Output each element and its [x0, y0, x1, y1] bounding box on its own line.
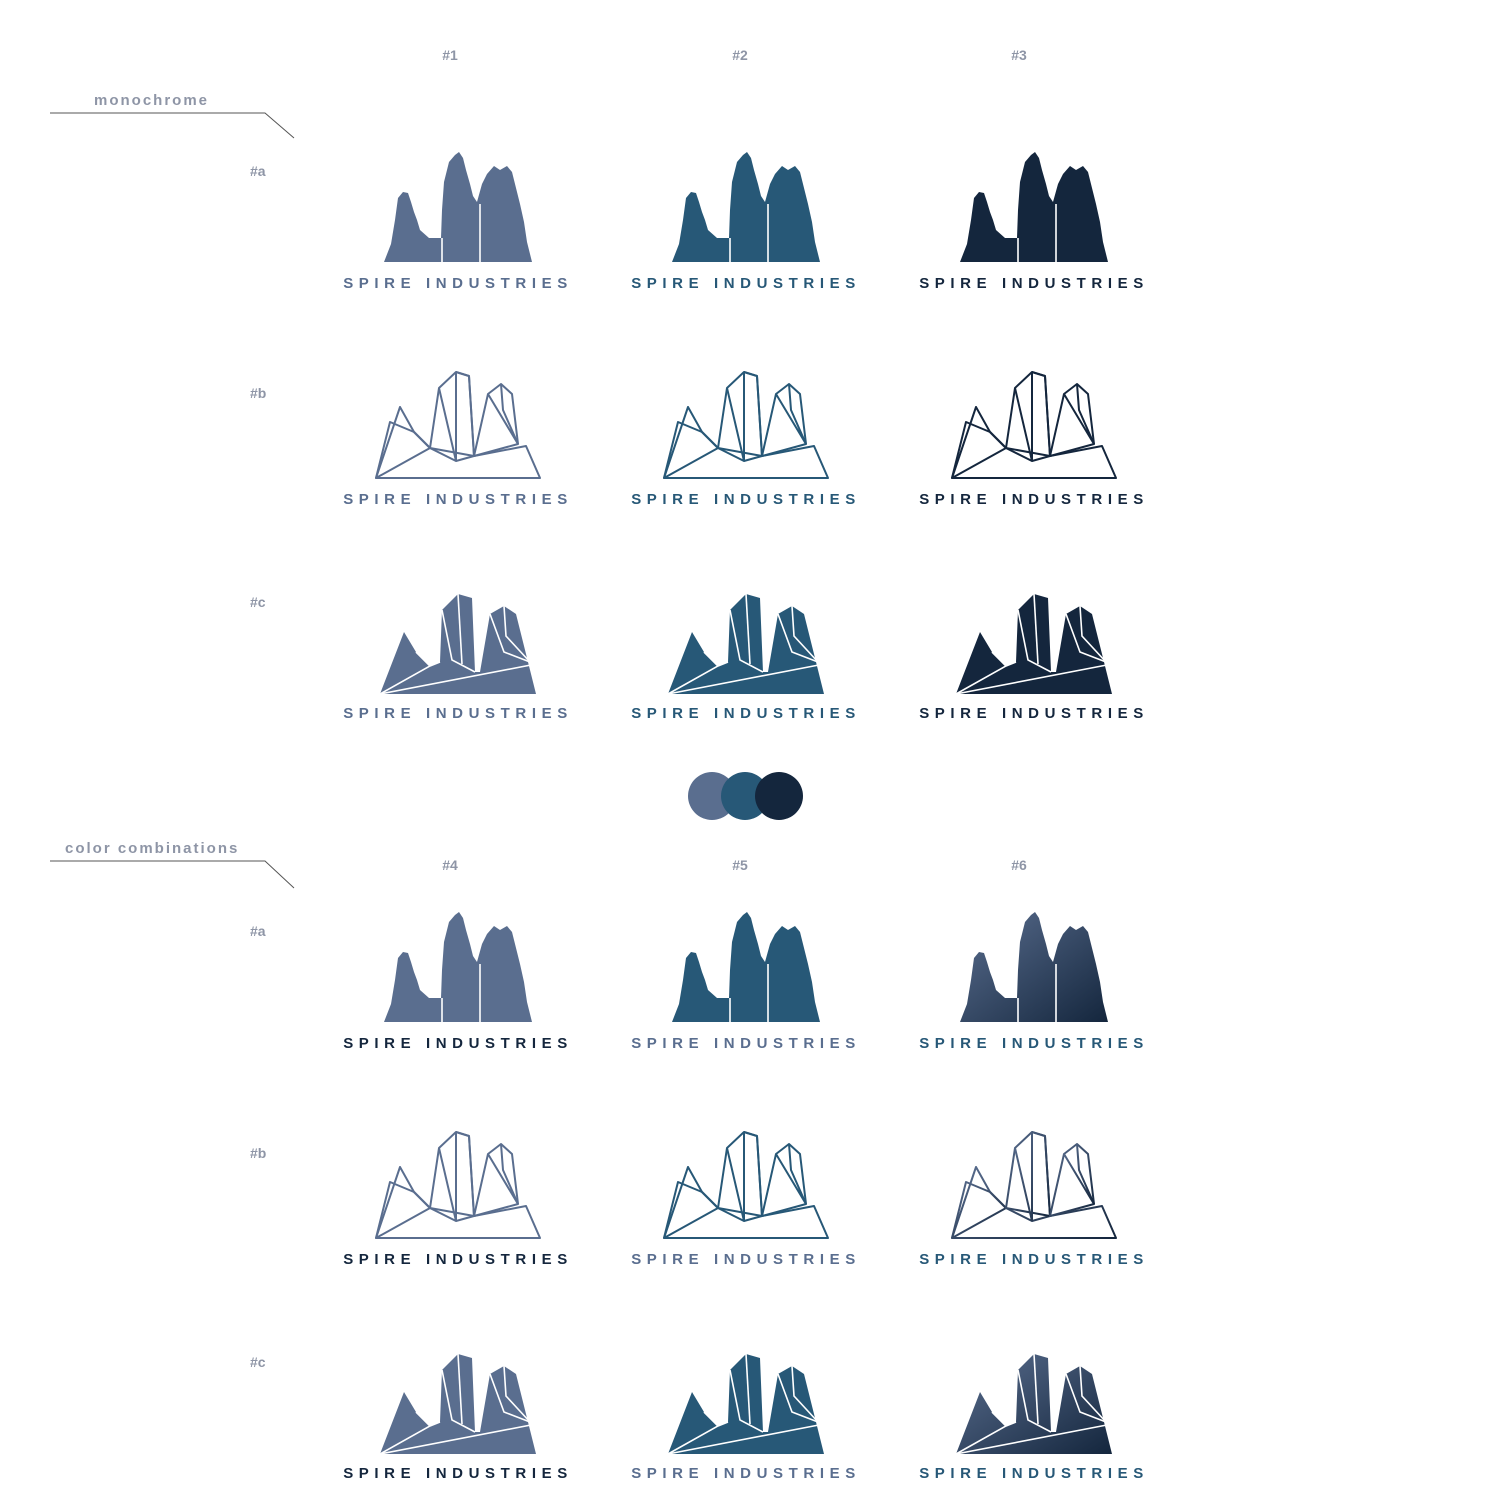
logo-variant: SPIRE INDUSTRIES	[328, 368, 588, 518]
section-divider-monochrome	[50, 112, 295, 139]
mountain-logo-icon	[375, 371, 541, 479]
logo-variant: SPIRE INDUSTRIES	[616, 908, 876, 1058]
mountain-logo-icon	[384, 912, 532, 1022]
logo-wordmark: SPIRE INDUSTRIES	[631, 275, 861, 292]
logo-wordmark: SPIRE INDUSTRIES	[343, 705, 573, 722]
logo-variant: SPIRE INDUSTRIES	[328, 1128, 588, 1278]
column-label-2: #2	[732, 47, 748, 63]
logo-wordmark: SPIRE INDUSTRIES	[631, 705, 861, 722]
mountain-logo-icon	[379, 1353, 537, 1455]
column-label-4: #4	[442, 857, 458, 873]
logo-variant: SPIRE INDUSTRIES	[904, 148, 1164, 298]
logo-wordmark: SPIRE INDUSTRIES	[631, 1465, 861, 1482]
column-label-3: #3	[1011, 47, 1027, 63]
mountain-logo-icon	[960, 912, 1108, 1022]
mountain-logo-icon	[951, 371, 1117, 479]
mountain-logo-icon	[951, 1131, 1117, 1239]
logo-variant: SPIRE INDUSTRIES	[616, 148, 876, 298]
mountain-logo-icon	[667, 593, 825, 695]
mountain-logo-icon	[955, 1353, 1113, 1455]
row-label-b: #b	[250, 385, 267, 401]
logo-wordmark: SPIRE INDUSTRIES	[919, 1251, 1149, 1268]
logo-wordmark: SPIRE INDUSTRIES	[631, 491, 861, 508]
mountain-logo-icon	[672, 152, 820, 262]
logo-variant: SPIRE INDUSTRIES	[904, 584, 1164, 734]
mountain-logo-icon	[663, 371, 829, 479]
section-divider-color-combinations	[50, 860, 295, 889]
column-label-5: #5	[732, 857, 748, 873]
mountain-logo-icon	[955, 593, 1113, 695]
mountain-logo-icon	[667, 1353, 825, 1455]
row-label-a: #a	[250, 923, 266, 939]
logo-variant: SPIRE INDUSTRIES	[904, 1344, 1164, 1494]
mountain-logo-icon	[960, 152, 1108, 262]
logo-variant: SPIRE INDUSTRIES	[904, 368, 1164, 518]
logo-variant: SPIRE INDUSTRIES	[904, 908, 1164, 1058]
mountain-logo-icon	[663, 1131, 829, 1239]
logo-wordmark: SPIRE INDUSTRIES	[343, 1465, 573, 1482]
logo-wordmark: SPIRE INDUSTRIES	[919, 1035, 1149, 1052]
logo-variant: SPIRE INDUSTRIES	[616, 368, 876, 518]
row-label-b: #b	[250, 1145, 267, 1161]
section-title-monochrome: monochrome	[94, 92, 210, 109]
logo-wordmark: SPIRE INDUSTRIES	[919, 705, 1149, 722]
logo-wordmark: SPIRE INDUSTRIES	[919, 275, 1149, 292]
logo-wordmark: SPIRE INDUSTRIES	[919, 491, 1149, 508]
logo-variant: SPIRE INDUSTRIES	[328, 1344, 588, 1494]
mountain-logo-icon	[672, 912, 820, 1022]
logo-wordmark: SPIRE INDUSTRIES	[631, 1035, 861, 1052]
logo-wordmark: SPIRE INDUSTRIES	[343, 491, 573, 508]
row-label-c: #c	[250, 1354, 266, 1370]
logo-wordmark: SPIRE INDUSTRIES	[343, 275, 573, 292]
logo-variant: SPIRE INDUSTRIES	[904, 1128, 1164, 1278]
column-label-6: #6	[1011, 857, 1027, 873]
row-label-c: #c	[250, 594, 266, 610]
mountain-logo-icon	[384, 152, 532, 262]
logo-variant: SPIRE INDUSTRIES	[328, 584, 588, 734]
section-title-color-combinations: color combinations	[65, 840, 240, 857]
mountain-logo-icon	[379, 593, 537, 695]
logo-wordmark: SPIRE INDUSTRIES	[343, 1035, 573, 1052]
logo-wordmark: SPIRE INDUSTRIES	[919, 1465, 1149, 1482]
mountain-logo-icon	[375, 1131, 541, 1239]
logo-variant: SPIRE INDUSTRIES	[328, 908, 588, 1058]
logo-variant: SPIRE INDUSTRIES	[328, 148, 588, 298]
logo-variant: SPIRE INDUSTRIES	[616, 1344, 876, 1494]
logo-wordmark: SPIRE INDUSTRIES	[343, 1251, 573, 1268]
color-swatch-navy	[755, 772, 803, 820]
logo-wordmark: SPIRE INDUSTRIES	[631, 1251, 861, 1268]
logo-variant: SPIRE INDUSTRIES	[616, 1128, 876, 1278]
logo-variant: SPIRE INDUSTRIES	[616, 584, 876, 734]
row-label-a: #a	[250, 163, 266, 179]
column-label-1: #1	[442, 47, 458, 63]
